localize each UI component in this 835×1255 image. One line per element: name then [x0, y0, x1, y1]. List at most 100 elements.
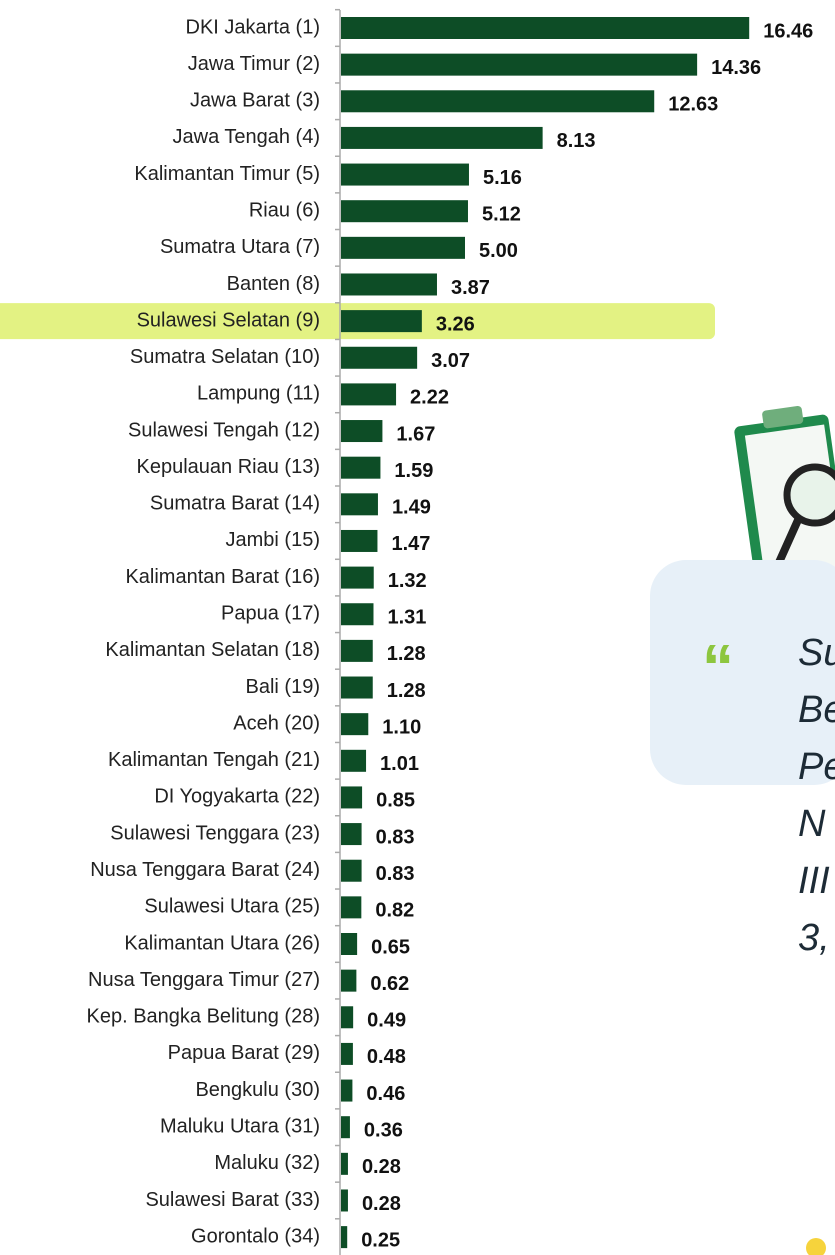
value-label: 1.28 [387, 680, 426, 702]
category-label: Kalimantan Utara (26) [124, 932, 320, 954]
value-label: 0.28 [362, 1156, 401, 1178]
value-label: 1.32 [388, 570, 427, 592]
category-label: Bengkulu (30) [195, 1079, 320, 1101]
callout-text: Su [798, 632, 835, 674]
decor-dot [806, 1238, 826, 1255]
value-label: 1.59 [394, 460, 433, 482]
value-label: 12.63 [668, 94, 718, 116]
value-label: 8.13 [557, 130, 596, 152]
category-label: Kalimantan Selatan (18) [105, 639, 320, 661]
category-label: Jawa Barat (3) [190, 90, 320, 112]
value-label: 3.87 [451, 277, 490, 299]
value-label: 0.62 [370, 973, 409, 995]
callout-text: Pe [798, 746, 835, 788]
value-label: 3.07 [431, 350, 470, 372]
callout-text: Be [798, 689, 835, 731]
category-label: Nusa Tenggara Barat (24) [90, 859, 320, 881]
value-label: 1.67 [396, 423, 435, 445]
category-label: Aceh (20) [233, 712, 320, 734]
value-label: 0.46 [366, 1083, 405, 1105]
quote-mark: “ [702, 631, 734, 703]
category-label: Lampung (11) [197, 383, 320, 405]
category-label: Kalimantan Tengah (21) [108, 749, 320, 771]
category-label: Sumatra Barat (14) [150, 493, 320, 515]
category-label: Sulawesi Tenggara (23) [110, 822, 320, 844]
bar [341, 969, 357, 992]
value-label: 1.01 [380, 753, 419, 775]
value-label: 1.28 [387, 643, 426, 665]
category-label: Sulawesi Selatan (9) [137, 309, 320, 331]
value-label: 1.47 [391, 533, 430, 555]
category-label: Banten (8) [227, 273, 320, 295]
bar [341, 859, 362, 882]
category-label: Kepulauan Riau (13) [137, 456, 320, 478]
category-label: Kep. Bangka Belitung (28) [87, 1006, 321, 1028]
category-label: Jawa Tengah (4) [173, 126, 321, 148]
category-label: Sulawesi Tengah (12) [128, 419, 320, 441]
category-label: Riau (6) [249, 199, 320, 221]
bar [341, 17, 750, 39]
category-label: DI Yogyakarta (22) [154, 786, 320, 808]
bar [341, 786, 363, 809]
bar [341, 603, 374, 626]
value-label: 0.85 [376, 790, 415, 812]
category-label: Gorontalo (34) [191, 1225, 320, 1247]
value-label: 14.36 [711, 57, 761, 79]
category-label: Papua (17) [221, 603, 320, 625]
category-label: Sumatra Selatan (10) [130, 346, 320, 368]
bar [341, 273, 437, 296]
category-label: Jambi (15) [226, 529, 320, 551]
value-label: 0.48 [367, 1046, 406, 1068]
value-label: 1.10 [382, 716, 421, 738]
bar [341, 236, 465, 259]
bar [341, 1006, 354, 1029]
value-label: 0.82 [375, 900, 414, 922]
category-label: DKI Jakarta (1) [186, 16, 320, 38]
bar [341, 310, 422, 333]
bar [341, 200, 468, 223]
value-label: 1.49 [392, 497, 431, 519]
category-label: Sumatra Utara (7) [160, 236, 320, 258]
category-label: Kalimantan Barat (16) [125, 566, 320, 588]
category-label: Maluku (32) [214, 1152, 320, 1174]
bar [341, 126, 543, 149]
bar [341, 749, 367, 772]
bar [341, 420, 383, 443]
category-label: Maluku Utara (31) [160, 1115, 320, 1137]
bar [341, 346, 418, 369]
bar [341, 1226, 348, 1249]
bar [341, 53, 698, 76]
bar [341, 1116, 350, 1139]
bar [341, 823, 362, 846]
value-label: 5.12 [482, 203, 521, 225]
value-label: 1.31 [387, 607, 426, 629]
bar [341, 639, 373, 662]
bar [341, 529, 378, 552]
category-label: Papua Barat (29) [168, 1042, 320, 1064]
callout-box [650, 560, 835, 785]
value-label: 0.25 [361, 1229, 400, 1251]
category-label: Sulawesi Utara (25) [144, 896, 320, 918]
category-label: Nusa Tenggara Timur (27) [88, 969, 320, 991]
bar [341, 493, 378, 516]
bar [341, 383, 397, 406]
value-label: 0.65 [371, 936, 410, 958]
category-label: Sulawesi Barat (33) [145, 1189, 320, 1211]
bar [341, 566, 374, 589]
bar [341, 933, 358, 955]
value-label: 5.16 [483, 167, 522, 189]
bar [341, 713, 369, 736]
value-label: 0.83 [376, 826, 415, 848]
bar [341, 1042, 353, 1065]
bar [341, 1152, 348, 1175]
bar [341, 456, 381, 479]
category-label: Kalimantan Timur (5) [134, 163, 320, 185]
value-label: 2.22 [410, 387, 449, 409]
bar [341, 1079, 353, 1102]
callout-text: N [798, 803, 826, 845]
value-label: 3.26 [436, 313, 475, 335]
bar [341, 90, 655, 113]
callout-text: 3, [798, 917, 830, 959]
